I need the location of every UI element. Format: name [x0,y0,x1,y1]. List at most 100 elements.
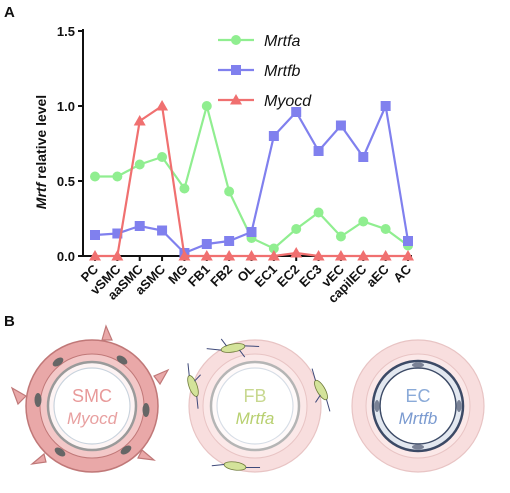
data-point [245,250,258,261]
data-point [358,216,369,227]
x-tick-label: FB2 [207,262,235,290]
y-tick-label: 1.5 [57,24,75,39]
fb-title: FB [243,386,266,406]
fibroblast-icon [206,338,260,358]
x-tick-label: FB1 [185,262,213,290]
x-tick-label: MG [165,262,190,287]
data-point [179,183,190,194]
data-point [89,250,101,261]
data-point [90,171,100,182]
x-tick-label: EC2 [274,262,302,290]
data-point [201,239,212,249]
data-point [313,207,324,218]
series-layer [89,100,414,261]
legend-label: Myocd [264,93,312,110]
ec-nucleus [456,400,462,412]
x-tick-label: AC [390,261,414,285]
smc-nucleus [52,357,64,367]
data-point [157,225,168,236]
data-point [156,100,169,111]
data-point [358,152,369,162]
data-point [291,107,302,117]
data-point [268,131,279,141]
data-point [290,247,303,258]
y-axis: 0.0 0.5 1.0 1.5 [57,24,84,264]
series-myocd [89,100,414,261]
ec-vessel-illustration: EC Mrtfb [351,339,485,473]
legend-marker [231,65,241,75]
line-chart: Mrtf relative level 0.0 0.5 1.0 1.5 PCvSMCa… [33,24,415,306]
legend: Mrtfa Mrtfb Myocd [218,33,312,110]
fibroblast-icon [187,363,201,409]
data-point [268,243,279,254]
y-tick-label: 1.0 [57,99,75,114]
data-point [380,101,391,111]
x-axis: PCvSMCaaSMCaSMCMGFB1FB2OLEC1EC2EC3vECcap… [78,255,415,306]
data-point [313,146,324,156]
smc-processes [10,324,170,465]
data-point [335,231,346,242]
ec-gene: Mrtfb [399,409,438,428]
data-point [223,250,236,261]
data-point [224,236,235,246]
data-point [312,250,325,261]
y-tick-label: 0.0 [57,249,75,264]
fibroblast-icon [311,368,331,412]
data-point [335,120,346,131]
fb-vessel-illustration: FB Mrtfa [187,338,331,473]
ec-nucleus [412,444,424,450]
vessel-schematic: SMC Myocd FB [10,324,485,473]
data-point [246,227,257,237]
data-point [267,250,280,261]
data-point [112,228,123,239]
panel-a-label: A [4,4,15,21]
x-tick-label: EC3 [296,262,324,290]
x-tick-label: aEC [363,261,392,290]
smc-nucleus [54,447,66,457]
data-point [379,250,392,261]
ec-title: EC [405,386,430,406]
data-point [134,221,145,231]
fb-gene: Mrtfa [236,409,275,428]
data-point [380,224,391,234]
fibroblast-icon [211,461,261,471]
data-point [90,230,100,240]
ec-nucleus [412,362,424,368]
legend-label: Mrtfa [264,33,301,50]
data-point [134,159,145,170]
panel-b-label: B [4,313,15,330]
data-point [201,101,212,111]
smc-vessel-illustration: SMC Myocd [10,324,170,473]
data-point [133,115,146,126]
data-point [357,250,370,261]
data-point [224,186,235,197]
ec-lumen [379,367,457,445]
data-point [157,152,168,162]
ec-nucleus [374,400,380,412]
data-point [291,224,302,234]
fb-lumen [216,367,294,445]
data-point [403,236,413,246]
series-mrtfb [90,101,413,258]
data-point [112,171,123,182]
data-point [111,250,124,261]
smc-lumen [53,367,131,445]
smc-gene: Myocd [67,409,118,428]
data-point [402,250,414,261]
data-point [178,250,191,261]
smc-nucleus [34,393,42,407]
legend-label: Mrtfb [264,63,301,80]
legend-marker [230,94,242,105]
y-axis-label-italic: Mrtf [33,181,49,209]
y-tick-label: 0.5 [57,174,75,189]
data-point [334,250,347,261]
series-mrtfa [90,101,413,254]
data-point [200,250,213,261]
legend-marker [231,35,241,45]
y-axis-label-rest: relative level [33,95,49,183]
smc-title: SMC [72,386,112,406]
smc-nucleus [142,403,150,417]
smc-nucleus [116,355,128,365]
x-tick-label: EC1 [251,262,279,290]
